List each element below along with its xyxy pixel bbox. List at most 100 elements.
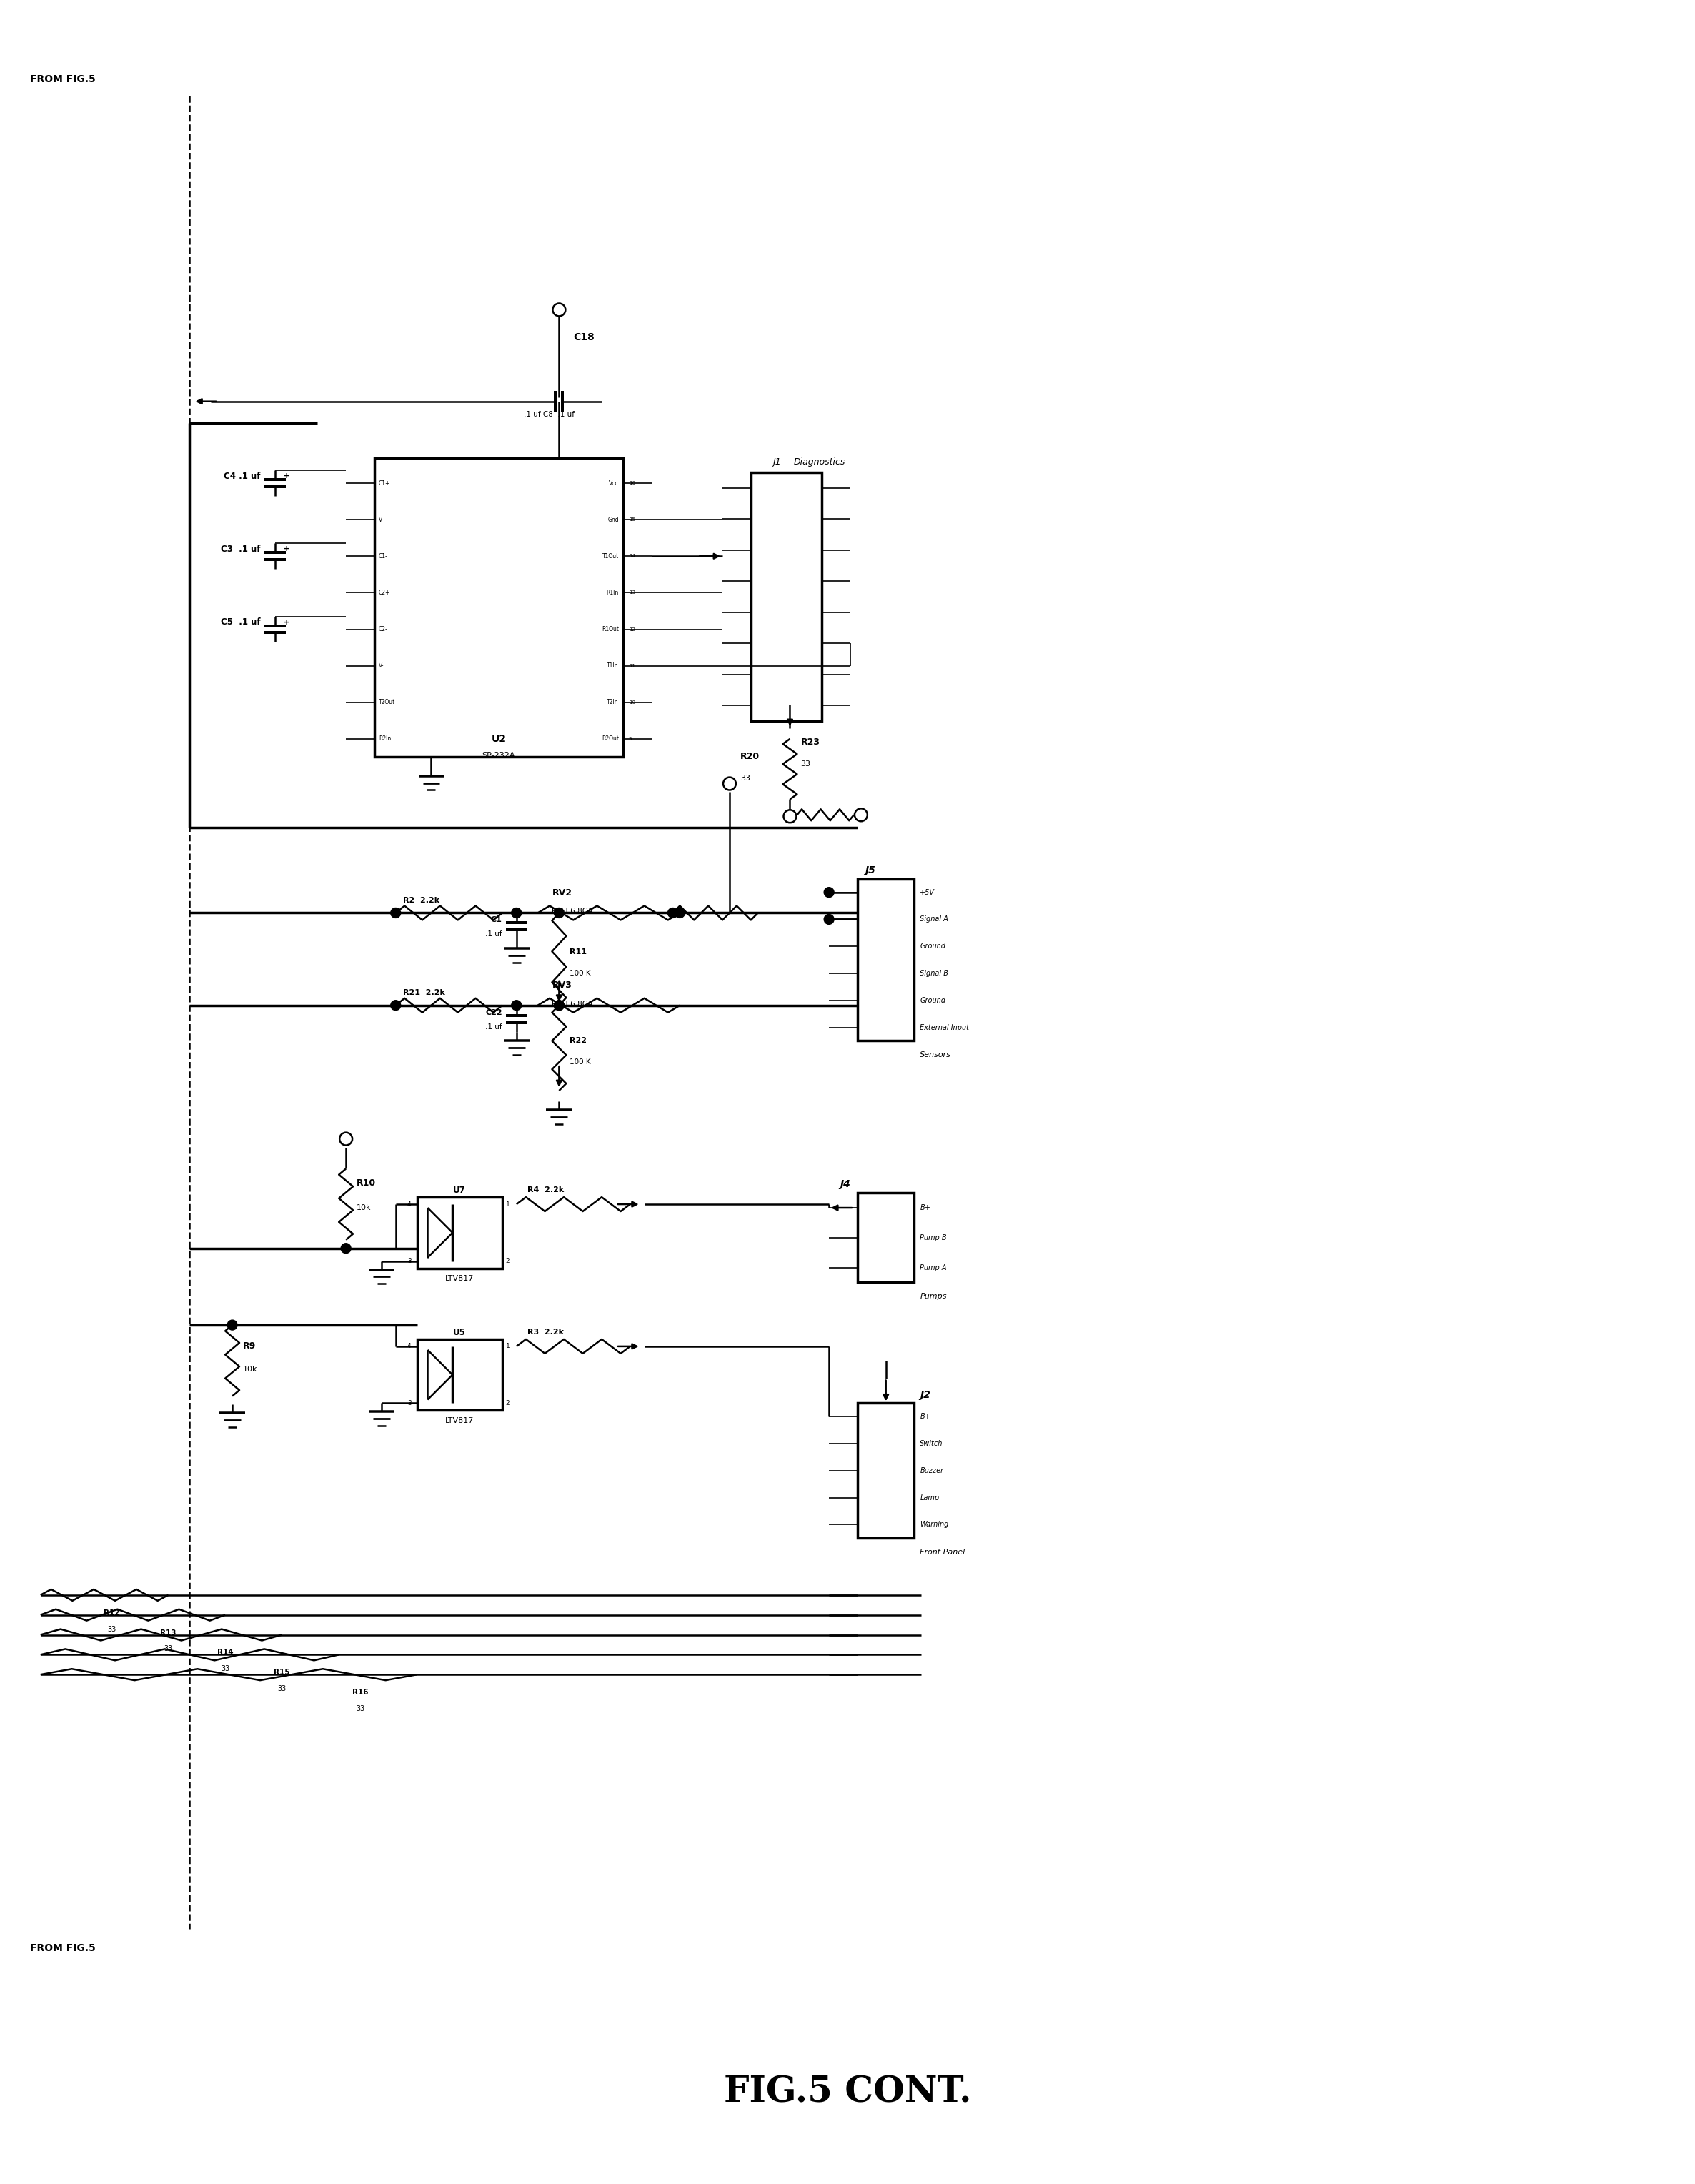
Text: RV2: RV2: [553, 889, 571, 898]
Bar: [858, 878, 914, 1042]
Text: U2: U2: [492, 734, 507, 745]
Text: R1Out: R1Out: [602, 627, 619, 633]
Circle shape: [512, 909, 522, 917]
Text: Ground: Ground: [920, 943, 946, 950]
Circle shape: [512, 1000, 522, 1011]
Text: 1: 1: [505, 1201, 510, 1208]
Text: Pump A: Pump A: [920, 1265, 948, 1271]
Text: +: +: [283, 546, 290, 553]
Text: 33: 33: [220, 1666, 229, 1673]
Text: SP-232A: SP-232A: [481, 751, 515, 758]
Text: Vcc: Vcc: [609, 480, 619, 487]
Text: 33: 33: [356, 1706, 364, 1712]
Text: 2: 2: [505, 1400, 510, 1406]
Text: LTV817: LTV817: [446, 1275, 475, 1282]
Text: Pump B: Pump B: [920, 1234, 948, 1241]
Text: Sensors: Sensors: [920, 1051, 951, 1059]
Text: PK6E6.8CA: PK6E6.8CA: [553, 909, 593, 915]
Text: B+: B+: [920, 1203, 931, 1212]
Text: C18: C18: [573, 332, 595, 343]
Text: V-: V-: [378, 662, 385, 668]
Text: T2In: T2In: [607, 699, 619, 705]
Text: R2In: R2In: [378, 736, 392, 743]
Circle shape: [668, 909, 678, 917]
Text: 33: 33: [164, 1645, 173, 1653]
Text: 10k: 10k: [356, 1203, 371, 1212]
Bar: [417, 1339, 502, 1411]
Text: 3: 3: [407, 1400, 412, 1406]
Text: R2Out: R2Out: [602, 736, 619, 743]
Text: C2+: C2+: [378, 590, 390, 596]
Text: .1 uf C8  .1 uf: .1 uf C8 .1 uf: [524, 411, 575, 417]
Text: 1: 1: [505, 1343, 510, 1350]
Text: R21  2.2k: R21 2.2k: [403, 989, 444, 996]
Text: PK6E6.8CA: PK6E6.8CA: [553, 1000, 593, 1007]
Circle shape: [227, 1319, 237, 1330]
Text: LTV817: LTV817: [446, 1417, 475, 1424]
Text: 13: 13: [629, 590, 636, 594]
Text: T2Out: T2Out: [378, 699, 395, 705]
Text: Signal B: Signal B: [920, 970, 949, 976]
Text: C4 .1 uf: C4 .1 uf: [224, 472, 261, 480]
Text: 15: 15: [629, 518, 636, 522]
Text: V+: V+: [378, 515, 386, 522]
Text: .1 uf: .1 uf: [485, 930, 502, 937]
Text: T1Out: T1Out: [602, 553, 619, 559]
Text: R2  2.2k: R2 2.2k: [403, 898, 439, 904]
Text: Warning: Warning: [920, 1520, 949, 1529]
Text: +5V: +5V: [920, 889, 936, 895]
Bar: [375, 459, 624, 756]
Text: 10: 10: [629, 701, 636, 705]
Text: R22: R22: [570, 1037, 586, 1044]
Bar: [751, 472, 822, 721]
Bar: [858, 1402, 914, 1538]
Text: 10k: 10k: [242, 1365, 258, 1374]
Text: C22: C22: [485, 1009, 502, 1016]
Text: J5: J5: [864, 865, 875, 876]
Text: J1: J1: [773, 456, 781, 467]
Text: J4: J4: [839, 1179, 851, 1190]
Circle shape: [392, 1000, 400, 1011]
Text: 3: 3: [407, 1258, 412, 1265]
Text: R16: R16: [353, 1688, 368, 1697]
Circle shape: [554, 1000, 564, 1011]
Text: FIG.5 CONT.: FIG.5 CONT.: [724, 2075, 971, 2110]
Text: External Input: External Input: [920, 1024, 970, 1031]
Text: J2: J2: [920, 1389, 931, 1400]
Text: RV3: RV3: [553, 981, 571, 989]
Text: 100 K: 100 K: [570, 1059, 592, 1066]
Text: 4: 4: [407, 1201, 412, 1208]
Circle shape: [554, 909, 564, 917]
Text: 33: 33: [800, 760, 810, 767]
Text: C2-: C2-: [378, 627, 388, 633]
Circle shape: [392, 909, 400, 917]
Text: Diagnostics: Diagnostics: [793, 456, 846, 467]
Text: R11: R11: [570, 948, 586, 957]
Text: R4  2.2k: R4 2.2k: [527, 1186, 564, 1195]
Text: R10: R10: [356, 1179, 376, 1188]
Text: 4: 4: [407, 1343, 412, 1350]
Text: R13: R13: [161, 1629, 176, 1636]
Text: Switch: Switch: [920, 1439, 942, 1448]
Circle shape: [554, 1000, 564, 1011]
Text: B+: B+: [920, 1413, 931, 1420]
Text: R23: R23: [800, 738, 820, 747]
Circle shape: [341, 1243, 351, 1254]
Text: C5  .1 uf: C5 .1 uf: [220, 618, 261, 627]
Text: 33: 33: [741, 775, 751, 782]
Text: Front Panel: Front Panel: [920, 1548, 964, 1555]
Text: 14: 14: [629, 555, 636, 559]
Circle shape: [675, 909, 685, 917]
Text: Lamp: Lamp: [920, 1494, 939, 1500]
Text: R9: R9: [242, 1341, 256, 1352]
Text: T1In: T1In: [607, 662, 619, 668]
Text: Pumps: Pumps: [920, 1293, 948, 1299]
Text: 33: 33: [278, 1686, 286, 1693]
Text: 16: 16: [629, 480, 636, 485]
Text: Signal A: Signal A: [920, 915, 949, 924]
Text: R1In: R1In: [607, 590, 619, 596]
Text: Buzzer: Buzzer: [920, 1468, 944, 1474]
Circle shape: [824, 915, 834, 924]
Text: FROM FIG.5: FROM FIG.5: [31, 74, 95, 85]
Text: R20: R20: [741, 751, 759, 762]
